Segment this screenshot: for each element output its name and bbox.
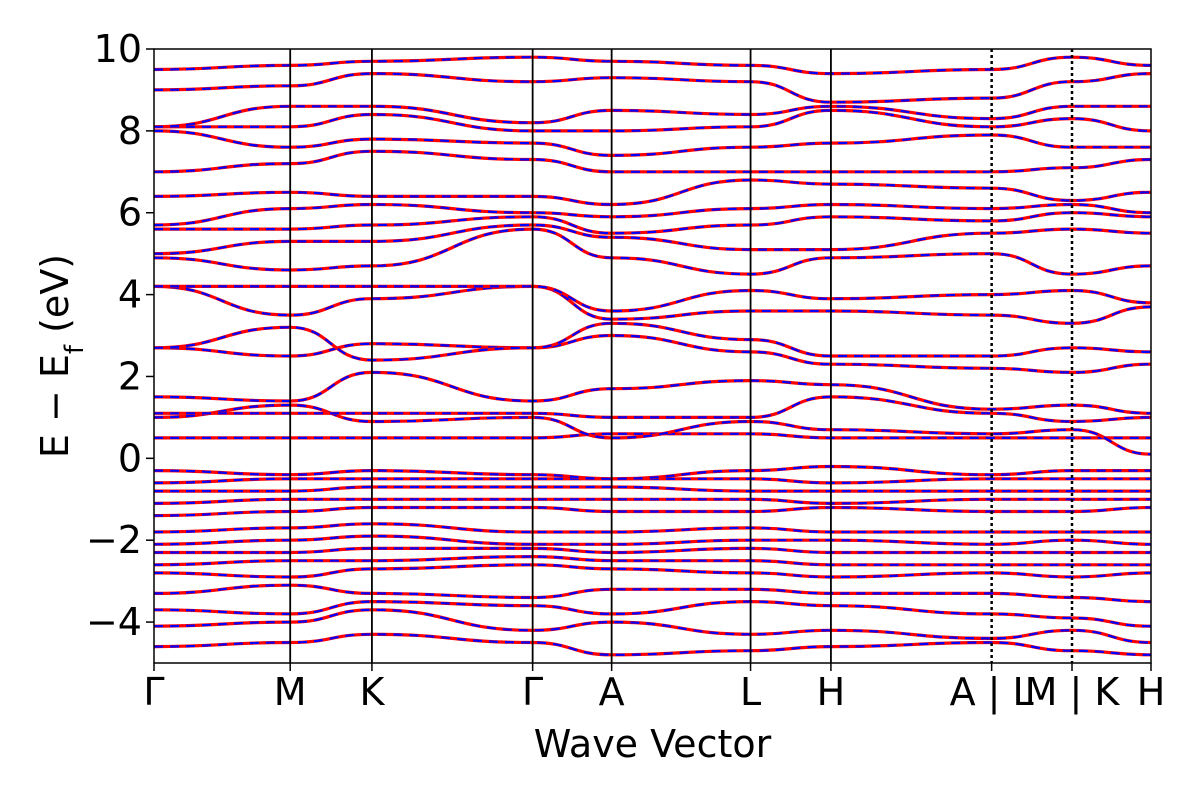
y-axis-label-subscript: f xyxy=(60,344,90,354)
x-tick-label: M | K xyxy=(1025,670,1121,715)
band-16-spin-down xyxy=(154,395,1151,423)
band-9-spin-down xyxy=(154,506,1151,517)
band-4-spin-down xyxy=(154,563,1151,579)
band-18-spin-up xyxy=(154,333,1151,375)
band-2-spin-down xyxy=(154,600,1151,628)
x-tick-label: Γ xyxy=(522,670,543,714)
band-17-spin-down xyxy=(154,371,1151,415)
x-tick-label: A xyxy=(599,670,625,714)
band-25-spin-down xyxy=(154,203,1151,227)
high-symmetry-lines xyxy=(289,49,1074,663)
band-0-spin-down xyxy=(154,633,1151,656)
band-13-spin-down xyxy=(154,465,1151,480)
band-1-spin-down xyxy=(154,608,1151,644)
y-tick-label: −2 xyxy=(86,518,142,562)
band-32-spin-down xyxy=(154,56,1151,75)
x-tick-label: M xyxy=(274,670,307,714)
band-15-spin-up xyxy=(154,403,1151,456)
band-31-spin-down xyxy=(154,72,1151,104)
band-7-spin-down xyxy=(154,534,1151,546)
y-axis-label-tail: (eV) xyxy=(33,254,77,345)
x-tick-label: K xyxy=(359,670,385,714)
band-11-spin-up xyxy=(154,485,1151,493)
band-3-spin-down xyxy=(154,584,1151,603)
y-tick-label: 10 xyxy=(94,27,142,71)
band-5-spin-down xyxy=(154,555,1151,566)
band-22-spin-down xyxy=(154,227,1151,276)
x-axis-label: Wave Vector xyxy=(534,722,772,766)
bands-layer xyxy=(154,55,1151,657)
band-22-spin-up xyxy=(154,227,1151,276)
y-tick-label: 2 xyxy=(118,354,142,398)
band-10-spin-down xyxy=(154,498,1151,505)
band-30-spin-up xyxy=(154,104,1151,129)
band-30-spin-down xyxy=(154,105,1151,128)
band-23-spin-down xyxy=(154,223,1151,255)
y-tick-label: −4 xyxy=(86,600,142,644)
x-tick-label: A | L xyxy=(950,670,1034,715)
band-6-spin-down xyxy=(154,547,1151,554)
band-8-spin-down xyxy=(154,522,1151,534)
band-20-spin-down xyxy=(154,285,1151,325)
x-tick-label: H xyxy=(1137,670,1166,714)
band-4-spin-up xyxy=(154,563,1151,579)
y-axis-ticks: −4 −2 0 2 4 6 8 10 xyxy=(86,27,154,644)
x-tick-label: H xyxy=(817,670,846,714)
band-14-spin-down xyxy=(154,432,1151,440)
y-tick-label: 8 xyxy=(118,109,142,153)
plot-frame xyxy=(153,48,1152,664)
y-tick-label: 6 xyxy=(118,191,142,235)
y-axis-label-main: E − E xyxy=(33,354,77,458)
band-12-spin-down xyxy=(154,477,1151,485)
band-24-spin-down xyxy=(154,211,1151,235)
band-29-spin-up xyxy=(154,108,1151,133)
x-axis-ticks: Γ M K Γ A L H A | LM | K H xyxy=(143,663,1165,715)
band-28-spin-down xyxy=(154,129,1151,157)
y-tick-label: 0 xyxy=(118,436,142,480)
band-21-spin-down xyxy=(154,285,1151,313)
band-19-spin-down xyxy=(154,322,1151,362)
y-axis-label: E − Ef (eV) xyxy=(33,254,90,458)
band-27-spin-down xyxy=(154,150,1151,173)
y-tick-label: 4 xyxy=(118,273,142,317)
band-18-spin-down xyxy=(154,334,1151,374)
band-26-spin-down xyxy=(154,178,1151,206)
x-tick-label: Γ xyxy=(143,670,164,714)
band-29-spin-down xyxy=(154,109,1151,133)
x-tick-label: L xyxy=(740,670,761,714)
